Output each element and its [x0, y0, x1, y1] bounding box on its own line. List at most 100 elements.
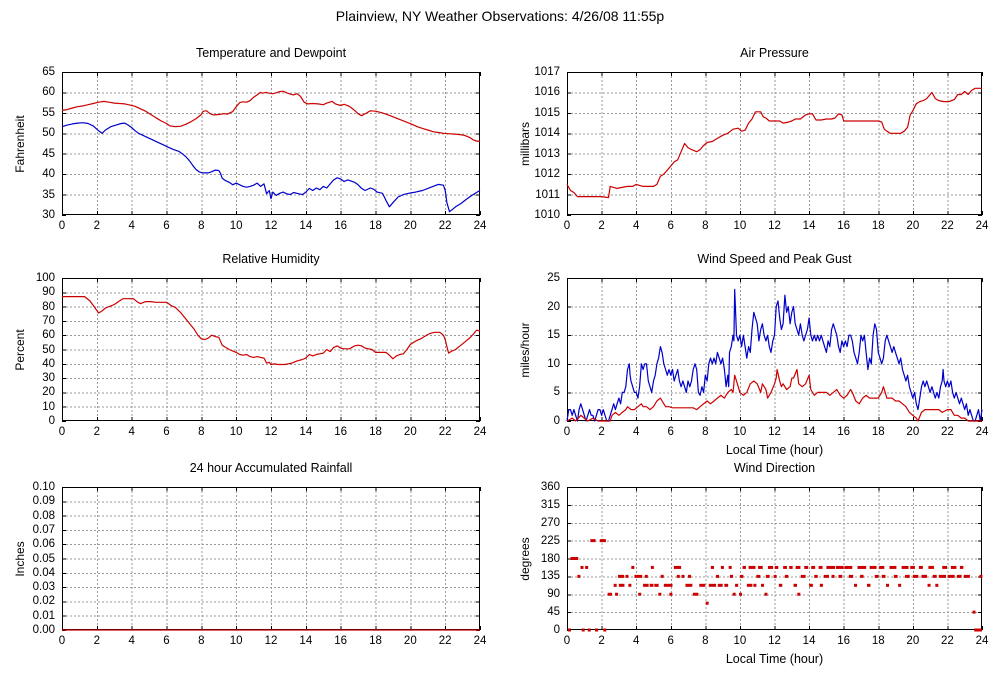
y-tick-label: 90 [42, 286, 55, 299]
x-tick-label: 14 [802, 426, 816, 438]
x-tick-label: 6 [667, 220, 674, 232]
y-tick-label: 20 [42, 386, 55, 399]
x-tick-label: 12 [768, 635, 781, 647]
x-tick-label: 16 [837, 426, 851, 438]
x-tick-label: 0 [58, 426, 66, 438]
x-tick-label: 14 [802, 220, 816, 232]
y-tick-label: 60 [42, 329, 55, 342]
y-tick-label: 0 [553, 624, 560, 636]
x-tick-label: 18 [871, 635, 885, 647]
chart-title: Wind Direction [733, 461, 816, 475]
y-tick-label: 0 [553, 415, 560, 427]
x-axis-label: Local Time (hour) [725, 443, 824, 457]
y-tick-label: 0.08 [32, 509, 55, 522]
x-tick-label: 6 [163, 426, 170, 438]
x-tick-label: 4 [632, 635, 640, 647]
x-tick-label: 4 [632, 426, 640, 438]
x-tick-label: 14 [299, 220, 313, 232]
x-tick-label: 18 [369, 426, 382, 438]
y-tick-label: 0.06 [32, 538, 55, 551]
x-tick-label: 12 [264, 635, 278, 647]
y-tick-label: 135 [540, 570, 560, 583]
x-tick-label: 4 [128, 426, 135, 438]
x-tick-label: 6 [667, 426, 674, 438]
y-tick-label: 270 [540, 516, 560, 529]
y-tick-label: 70 [42, 314, 55, 327]
x-tick-label: 20 [906, 426, 920, 438]
x-tick-label: 10 [733, 426, 747, 438]
x-tick-label: 2 [598, 635, 605, 647]
y-tick-label: 0.10 [32, 481, 55, 493]
x-tick-label: 22 [941, 220, 954, 232]
y-tick-label: 10 [547, 357, 560, 370]
x-tick-label: 4 [128, 220, 135, 232]
x-tick-label: 20 [906, 220, 920, 232]
y-tick-label: 1017 [534, 66, 560, 78]
plot-area [566, 278, 983, 422]
x-tick-label: 20 [403, 220, 417, 232]
y-tick-label: 180 [540, 552, 560, 565]
x-tick-label: 10 [229, 220, 243, 232]
plot-area [62, 278, 481, 422]
x-tick-label: 6 [163, 635, 170, 647]
x-tick-label: 12 [264, 220, 278, 232]
x-tick-label: 8 [198, 635, 205, 647]
page-title: Plainview, NY Weather Observations: 4/26… [335, 8, 665, 24]
x-tick-label: 10 [229, 426, 243, 438]
y-tick-label: 0.04 [32, 566, 55, 579]
x-tick-label: 16 [837, 220, 851, 232]
y-tick-label: 0.00 [32, 624, 55, 636]
x-tick-label: 12 [768, 426, 781, 438]
y-tick-label: 100 [35, 272, 55, 284]
y-tick-label: 5 [553, 386, 560, 399]
y-tick-label: 1010 [534, 209, 560, 221]
x-tick-label: 10 [229, 635, 243, 647]
y-tick-label: 315 [540, 498, 560, 511]
y-tick-label: 90 [547, 588, 560, 601]
y-tick-label: 40 [42, 357, 55, 370]
x-tick-label: 2 [93, 220, 101, 232]
y-axis-label: Fahrenheit [13, 114, 27, 173]
y-tick-label: 45 [547, 606, 560, 619]
x-tick-label: 10 [733, 635, 747, 647]
x-tick-label: 8 [702, 220, 709, 232]
y-tick-label: 10 [42, 400, 55, 413]
x-tick-label: 4 [128, 635, 135, 647]
x-tick-label: 18 [369, 220, 382, 232]
x-tick-label: 16 [837, 635, 851, 647]
y-tick-label: 30 [42, 372, 55, 385]
x-tick-label: 12 [768, 220, 781, 232]
x-tick-label: 8 [702, 426, 709, 438]
y-tick-label: 25 [547, 272, 560, 284]
y-tick-label: 55 [42, 106, 55, 119]
y-tick-label: 30 [42, 209, 55, 221]
y-tick-label: 225 [540, 534, 560, 547]
x-tick-label: 14 [802, 635, 816, 647]
x-tick-label: 24 [975, 635, 989, 647]
x-tick-label: 2 [598, 220, 605, 232]
y-tick-label: 0.09 [32, 495, 55, 508]
x-tick-label: 18 [369, 635, 382, 647]
y-tick-label: 1015 [534, 106, 560, 119]
x-tick-label: 24 [975, 220, 989, 232]
y-tick-label: 45 [42, 147, 55, 160]
y-tick-label: 20 [547, 300, 560, 313]
y-tick-label: 0.02 [32, 595, 55, 608]
x-tick-label: 20 [403, 426, 417, 438]
x-tick-label: 2 [93, 635, 101, 647]
x-tick-label: 2 [93, 426, 101, 438]
x-tick-label: 2 [598, 426, 605, 438]
chart-title: Wind Speed and Peak Gust [697, 252, 852, 266]
y-tick-label: 0 [48, 415, 55, 427]
x-tick-label: 8 [198, 220, 205, 232]
x-tick-label: 24 [975, 426, 989, 438]
y-tick-label: 1013 [534, 147, 560, 160]
plot-area [62, 487, 481, 631]
x-tick-label: 24 [473, 426, 487, 438]
chart-title: Air Pressure [740, 46, 809, 60]
y-tick-label: 0.07 [32, 523, 55, 536]
x-tick-label: 0 [563, 426, 571, 438]
x-tick-label: 22 [941, 635, 954, 647]
x-tick-label: 10 [733, 220, 747, 232]
